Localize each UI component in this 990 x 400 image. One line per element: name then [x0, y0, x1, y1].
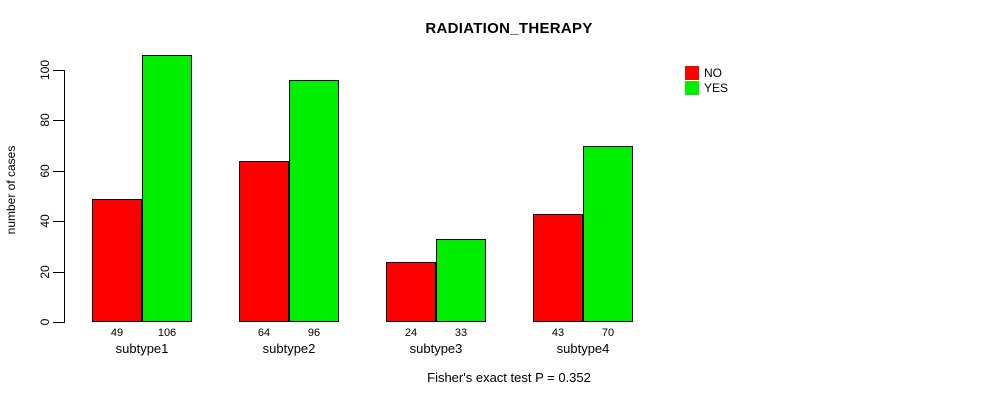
bar-yes-subtype4: [583, 146, 633, 322]
legend-item-yes: YES: [685, 80, 728, 95]
fisher-test-annotation: Fisher's exact test P = 0.352: [427, 370, 591, 385]
legend: NO YES: [685, 65, 728, 95]
legend-label-no: NO: [704, 65, 722, 80]
bar-no-subtype1: [92, 199, 142, 322]
bar-no-subtype2: [239, 161, 289, 322]
bar-yes-subtype2: [289, 80, 339, 322]
bar-value-label: 96: [307, 327, 321, 339]
y-tick: [53, 171, 64, 172]
legend-label-yes: YES: [704, 80, 729, 95]
y-tick-label: 20: [38, 265, 52, 279]
y-axis-label: number of cases: [4, 145, 18, 235]
category-label-subtype2: subtype2: [262, 341, 316, 356]
bar-yes-subtype1: [142, 55, 192, 322]
category-label-subtype3: subtype3: [409, 341, 463, 356]
y-tick: [53, 70, 64, 71]
y-axis: [64, 70, 65, 323]
y-tick: [53, 272, 64, 273]
y-tick-label: 40: [38, 214, 52, 228]
bar-value-label: 43: [551, 327, 565, 339]
bar-value-label: 49: [110, 327, 124, 339]
bar-value-label: 33: [454, 327, 468, 339]
bar-no-subtype4: [533, 214, 583, 322]
legend-swatch-yes: [685, 80, 699, 95]
legend-item-no: NO: [685, 65, 728, 80]
y-tick-label: 80: [38, 113, 52, 127]
y-tick: [53, 120, 64, 121]
y-tick-label: 0: [38, 318, 52, 326]
bar-value-label: 70: [601, 327, 615, 339]
y-tick-label: 100: [38, 59, 52, 81]
category-label-subtype4: subtype4: [556, 341, 610, 356]
y-tick-label: 60: [38, 164, 52, 178]
chart-title: RADIATION_THERAPY: [425, 20, 593, 37]
bar-no-subtype3: [386, 262, 436, 322]
bar-value-label: 106: [157, 327, 177, 339]
bar-value-label: 64: [257, 327, 271, 339]
y-tick: [53, 221, 64, 222]
category-label-subtype1: subtype1: [115, 341, 169, 356]
y-tick: [53, 322, 64, 323]
bar-yes-subtype3: [436, 239, 486, 322]
legend-swatch-no: [685, 65, 699, 80]
bar-value-label: 24: [404, 327, 418, 339]
